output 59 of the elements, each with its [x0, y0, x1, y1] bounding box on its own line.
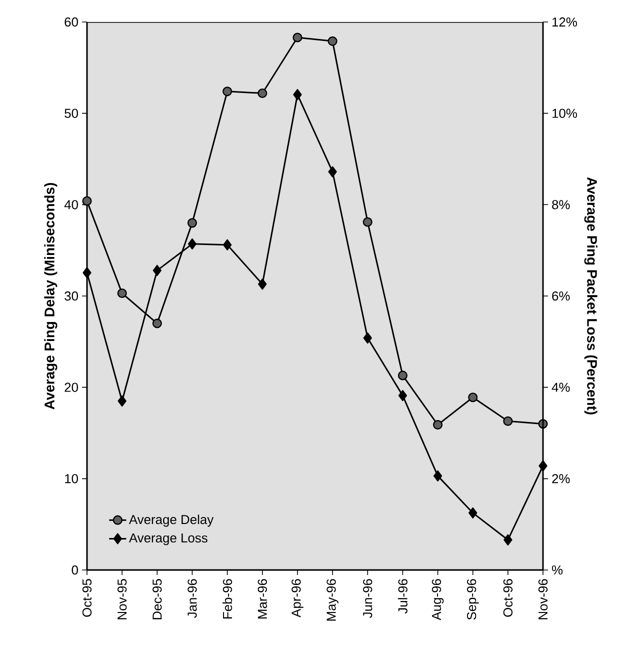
y2-tick-label: 12%	[552, 17, 577, 27]
point	[433, 470, 442, 482]
y-tick-label: 20	[64, 382, 78, 392]
point	[187, 218, 198, 228]
x-tick-label: Jun-96	[363, 579, 372, 618]
point	[328, 166, 337, 178]
point	[152, 264, 162, 276]
x-tick-label: May-96	[326, 579, 338, 621]
x-tick-label: Oct-95	[82, 579, 92, 617]
y2-tick-label: 10%	[552, 108, 577, 118]
point	[468, 392, 478, 402]
point	[188, 238, 197, 250]
point	[222, 239, 232, 250]
point	[118, 395, 126, 407]
point	[538, 460, 548, 472]
point	[468, 507, 478, 518]
point	[258, 278, 267, 290]
point	[293, 89, 302, 100]
y2-tick-label: 8%	[552, 200, 570, 210]
x-tick-label: Mar-96	[258, 579, 267, 618]
x-tick-label: Jan-96	[188, 579, 197, 618]
point	[398, 370, 408, 380]
x-tick-label: Apr-96	[292, 579, 304, 618]
point	[82, 267, 92, 278]
y-tick-label: 0	[72, 565, 78, 575]
point	[504, 534, 512, 546]
x-tick-label: Feb-96	[222, 579, 232, 618]
legend-label: Average Loss	[128, 534, 208, 546]
y2-tick-label: 2%	[552, 474, 570, 484]
x-tick-label: Nov-95	[117, 579, 127, 620]
legend-label: Average Delay	[128, 514, 214, 527]
y-tick-label: 50	[64, 108, 78, 118]
point	[398, 390, 408, 402]
point	[362, 217, 372, 227]
point	[363, 332, 372, 344]
y2-tick-label: 6%	[552, 291, 570, 301]
point	[258, 88, 268, 98]
point	[117, 288, 127, 298]
x-tick-label: Sep-96	[466, 579, 479, 620]
y-tick-label: 30	[64, 291, 78, 301]
point	[222, 86, 232, 96]
y-tick-label: 60	[64, 17, 78, 27]
point	[292, 32, 302, 42]
y-tick-label: 40	[64, 200, 78, 210]
point	[152, 318, 162, 328]
y2-tick-label: %	[552, 565, 563, 575]
y-tick-label: 10	[65, 474, 78, 484]
point	[82, 196, 92, 206]
point	[503, 416, 513, 426]
point	[328, 36, 338, 46]
y-axis-title: Average Ping Delay (Miniseconds)	[44, 183, 58, 410]
x-tick-label: Jul-96	[398, 579, 408, 614]
x-tick-label: Dec-95	[152, 579, 162, 620]
x-tick-label: Nov-96	[538, 579, 548, 620]
y2-axis-title: Average Ping Packet Loss (Percent)	[584, 177, 598, 414]
point	[432, 420, 443, 430]
x-tick-label: Aug-96	[432, 579, 444, 620]
y2-tick-label: 4%	[552, 382, 570, 392]
x-tick-label: Oct-96	[503, 579, 513, 617]
